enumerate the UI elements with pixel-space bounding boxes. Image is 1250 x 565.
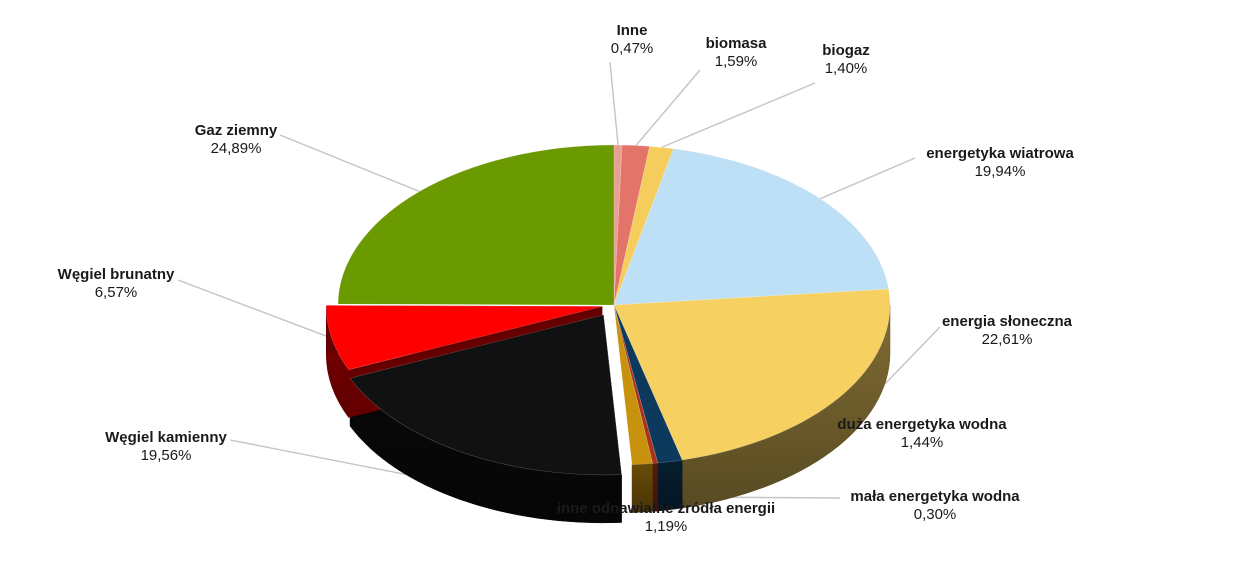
slice-wegiel_b [325, 305, 603, 371]
slice-label-energetyka-wiatrowa: energetyka wiatrowa 19,94% [926, 145, 1074, 180]
slice-label-inne-oze: inne odnawialne źródła energii 1,19% [556, 500, 776, 535]
leader-line-gaz [279, 134, 420, 193]
slice-inne_oze [613, 304, 653, 465]
slice-side-shade-mala_woda [652, 462, 658, 512]
slice-label-mala-energetyka-wodna: mała energetyka wodna 0,30% [850, 488, 1020, 523]
leader-line-inne [609, 61, 619, 146]
pie-slices [325, 144, 891, 524]
slice-inne [613, 144, 623, 306]
slice-biomasa [613, 144, 651, 306]
slice-label-energia-sloneczna: energia słoneczna 22,61% [941, 313, 1073, 348]
slice-biogaz [613, 146, 674, 306]
slice-mala_woda [613, 304, 659, 464]
slice-duza_woda [613, 304, 683, 464]
slice-side-shade-wegiel_b [326, 306, 349, 418]
slice-label-inne: Inne 0,47% [610, 22, 654, 57]
slice-label-gaz-ziemny: Gaz ziemny 24,89% [194, 122, 278, 157]
slice-label-duza-energetyka-wodna: duża energetyka wodna 1,44% [837, 416, 1007, 451]
slice-label-biomasa: biomasa 1,59% [705, 35, 767, 70]
slice-wegiel_k [349, 314, 622, 476]
slice-label-biogaz: biogaz 1,40% [822, 42, 870, 77]
slice-slonce [613, 288, 891, 461]
slice-side-shade-wegiel_k [350, 378, 622, 523]
leader-line-wegiel_b [177, 279, 333, 339]
slice-side-shade-inne_oze [632, 463, 653, 513]
slice-wiatr [613, 148, 889, 306]
slice-gaz [337, 144, 615, 306]
pie-top-faces [325, 144, 891, 476]
slice-label-wegiel-kamienny: Węgiel kamienny 19,56% [105, 429, 227, 464]
slice-side-shade-slonce [682, 305, 890, 509]
slice-side-shade-duza_woda [657, 460, 683, 511]
leader-line-biomasa [635, 69, 701, 146]
slice-label-wegiel-brunatny: Węgiel brunatny 6,57% [57, 266, 175, 301]
leader-line-biogaz [661, 82, 816, 149]
leader-line-wiatr [820, 157, 916, 200]
